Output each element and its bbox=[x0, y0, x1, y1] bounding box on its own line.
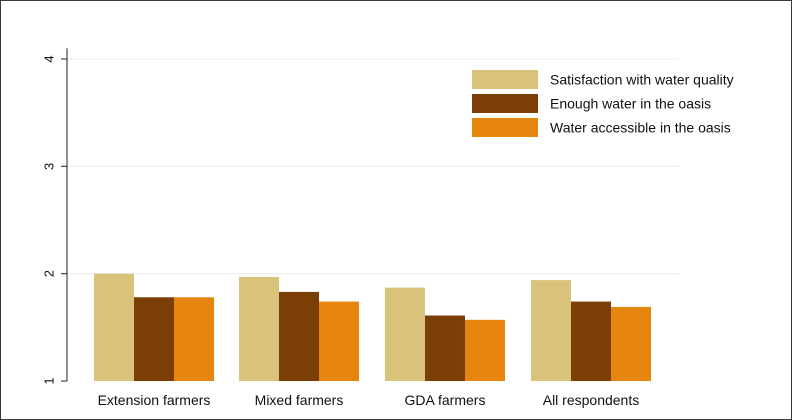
x-category-label: GDA farmers bbox=[405, 392, 486, 408]
x-category-label: Mixed farmers bbox=[255, 392, 344, 408]
bar bbox=[611, 306, 651, 381]
gridlines bbox=[67, 58, 679, 275]
legend-swatch bbox=[472, 118, 538, 137]
bar bbox=[531, 280, 571, 381]
bar bbox=[319, 301, 359, 381]
y-tick-label: 3 bbox=[42, 163, 57, 170]
legend-label: Enough water in the oasis bbox=[550, 96, 711, 112]
x-category-label: Extension farmers bbox=[98, 392, 211, 408]
legend-label: Water accessible in the oasis bbox=[550, 120, 731, 136]
bar bbox=[94, 273, 134, 381]
x-axis-labels: Extension farmers Mixed farmers GDA farmer… bbox=[98, 392, 640, 408]
legend-swatch bbox=[472, 94, 538, 113]
bar bbox=[465, 319, 505, 381]
bar bbox=[385, 287, 425, 381]
bar bbox=[174, 297, 214, 381]
legend-label: Satisfaction with water quality bbox=[550, 72, 734, 88]
y-tick-label: 4 bbox=[42, 55, 57, 62]
y-axis: 1 2 3 4 bbox=[42, 48, 68, 385]
bar bbox=[239, 276, 279, 381]
y-tick-label: 2 bbox=[42, 270, 57, 277]
x-category-label: All respondents bbox=[543, 392, 640, 408]
bar bbox=[279, 291, 319, 381]
legend-swatch bbox=[472, 70, 538, 89]
y-tick-label: 1 bbox=[42, 377, 57, 384]
bars bbox=[94, 273, 651, 381]
bar bbox=[425, 315, 465, 381]
bar bbox=[134, 297, 174, 381]
legend: Satisfaction with water quality Enough wa… bbox=[472, 70, 734, 137]
bar bbox=[571, 301, 611, 381]
